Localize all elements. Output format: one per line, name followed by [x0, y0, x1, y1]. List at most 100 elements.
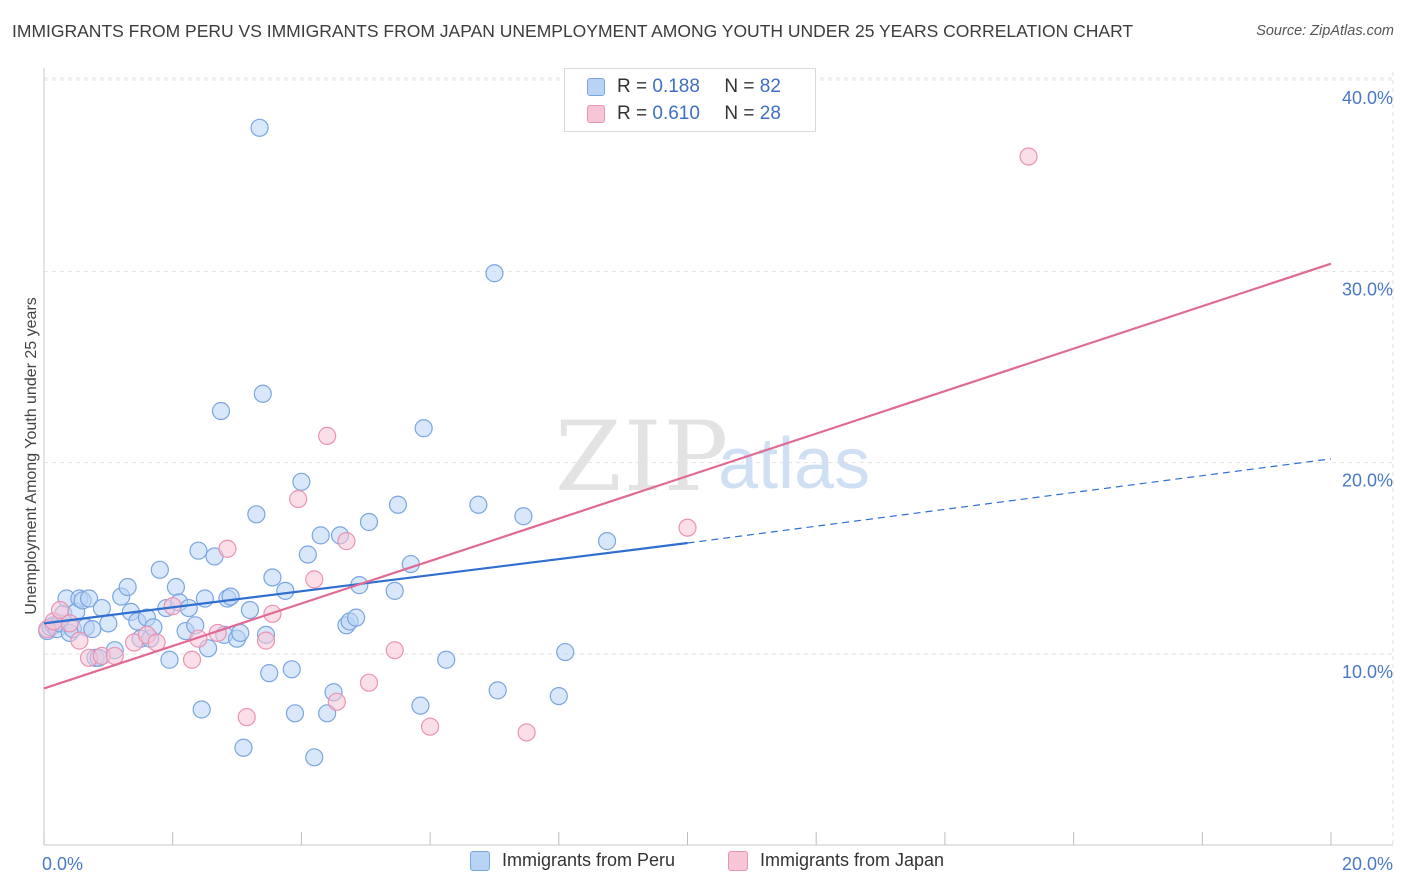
watermark-zip: ZIP — [555, 401, 730, 513]
japan-point-29 — [1019, 147, 1038, 166]
peru-point-57 — [285, 704, 305, 723]
japan-point-4 — [70, 631, 89, 650]
y-tick-labels: 10.0% 20.0% 30.0% 40.0% — [1342, 88, 1393, 682]
trend-lines — [43, 262, 1332, 690]
peru-point-79 — [514, 507, 533, 526]
peru-point-82 — [597, 532, 617, 551]
japan-point-15 — [218, 539, 237, 558]
peru-point-61 — [311, 526, 330, 545]
peru-point-37 — [192, 700, 211, 719]
peru-point-49 — [247, 505, 266, 524]
japan-point-16 — [237, 708, 256, 727]
correlation-legend: R = 0.188 N = 82 R = 0.610 N = 28 — [564, 68, 816, 132]
japan-point-2 — [50, 600, 70, 620]
peru-point-30 — [160, 650, 179, 669]
japan-point-23 — [337, 532, 356, 551]
peru-point-28 — [150, 560, 169, 579]
peru-point-80 — [549, 686, 568, 706]
y-tick-label-3: 40.0% — [1342, 88, 1393, 108]
peru-point-54 — [263, 568, 282, 587]
peru-point-71 — [388, 495, 408, 514]
x-tick-label-max: 20.0% — [1342, 854, 1393, 874]
y-tick-label-0: 10.0% — [1342, 662, 1393, 682]
peru-point-75 — [437, 650, 456, 669]
peru-point-60 — [305, 748, 324, 767]
legend-row-peru: R = 0.188 N = 82 — [587, 74, 781, 100]
peru-point-58 — [292, 472, 311, 491]
legend-swatch-japan — [587, 105, 605, 123]
peru-point-78 — [488, 681, 507, 700]
legend-item-japan-swatch — [728, 850, 748, 871]
legend-japan-r-label: R = — [617, 103, 648, 124]
peru-point-18 — [99, 614, 118, 633]
y-tick-label-2: 30.0% — [1342, 279, 1393, 299]
japan-point-3 — [60, 614, 79, 633]
peru-point-76 — [469, 495, 488, 514]
peru-point-51 — [253, 384, 272, 403]
legend-japan-n-value: 28 — [759, 103, 781, 124]
peru-point-55 — [276, 581, 295, 600]
japan-point-17 — [256, 631, 276, 650]
legend-item-japan-label: Immigrants from Japan — [760, 850, 945, 870]
peru-point-53 — [260, 664, 279, 683]
japan-point-28 — [678, 518, 697, 537]
legend-item-peru-label: Immigrants from Peru — [502, 850, 676, 870]
peru-point-74 — [414, 419, 433, 438]
legend-item-peru-swatch — [470, 850, 490, 871]
peru-point-17 — [92, 598, 112, 618]
peru-point-81 — [556, 642, 575, 662]
watermark: ZIP atlas — [555, 401, 870, 513]
japan-point-26 — [421, 717, 440, 736]
series-legend: Immigrants from Peru Immigrants from Jap… — [0, 850, 1406, 878]
peru-point-31 — [166, 577, 186, 597]
chart-title: IMMIGRANTS FROM PERU VS IMMIGRANTS FROM … — [12, 21, 1134, 41]
legend-peru-n-label: N = — [724, 76, 755, 97]
peru-point-13 — [79, 589, 99, 608]
series-japan-points — [38, 147, 1038, 742]
japan-point-24 — [359, 673, 379, 692]
peru-point-34 — [179, 598, 198, 618]
legend-japan-r-value: 0.610 — [652, 103, 700, 124]
peru-point-14 — [83, 620, 102, 639]
japan-point-20 — [305, 570, 324, 589]
legend-peru-r-value: 0.188 — [652, 76, 700, 97]
peru-point-44 — [221, 587, 240, 606]
legend-item-japan[interactable]: Immigrants from Japan — [728, 850, 944, 871]
japan-point-25 — [385, 641, 404, 660]
legend-peru-n-value: 82 — [759, 76, 781, 97]
axes — [43, 68, 1393, 846]
peru-point-67 — [346, 608, 366, 627]
legend-swatch-peru — [587, 78, 605, 96]
japan-point-13 — [189, 629, 208, 648]
source-credit: Source: ZipAtlas.com — [1256, 23, 1394, 39]
legend-peru-r-label: R = — [617, 76, 648, 97]
peru-point-59 — [298, 545, 317, 564]
peru-point-50 — [250, 118, 269, 137]
japan-point-7 — [105, 646, 124, 666]
japan-point-22 — [327, 692, 346, 711]
peru-point-41 — [211, 401, 231, 421]
legend-item-peru[interactable]: Immigrants from Peru — [470, 850, 675, 871]
japan-point-21 — [318, 426, 337, 445]
legend-japan-n-label: N = — [724, 103, 755, 124]
peru-point-36 — [189, 541, 208, 560]
japan-point-27 — [517, 723, 536, 742]
y-axis-label: Unemployment Among Youth under 25 years — [23, 297, 40, 615]
legend-row-japan: R = 0.610 N = 28 — [587, 101, 781, 127]
peru-point-47 — [234, 738, 253, 757]
peru-point-56 — [282, 660, 301, 679]
x-tick-label-min: 0.0% — [42, 854, 83, 874]
peru-point-70 — [385, 581, 404, 600]
peru-point-69 — [359, 512, 379, 532]
japan-trend-line — [43, 262, 1332, 690]
y-tick-label-1: 20.0% — [1342, 471, 1393, 491]
peru-point-73 — [411, 696, 430, 715]
peru-trend-extension — [687, 458, 1332, 544]
japan-point-12 — [182, 650, 202, 669]
peru-point-46 — [231, 623, 250, 643]
peru-point-77 — [485, 264, 504, 283]
peru-point-21 — [118, 577, 137, 597]
peru-point-48 — [240, 600, 260, 620]
japan-point-19 — [289, 489, 308, 509]
